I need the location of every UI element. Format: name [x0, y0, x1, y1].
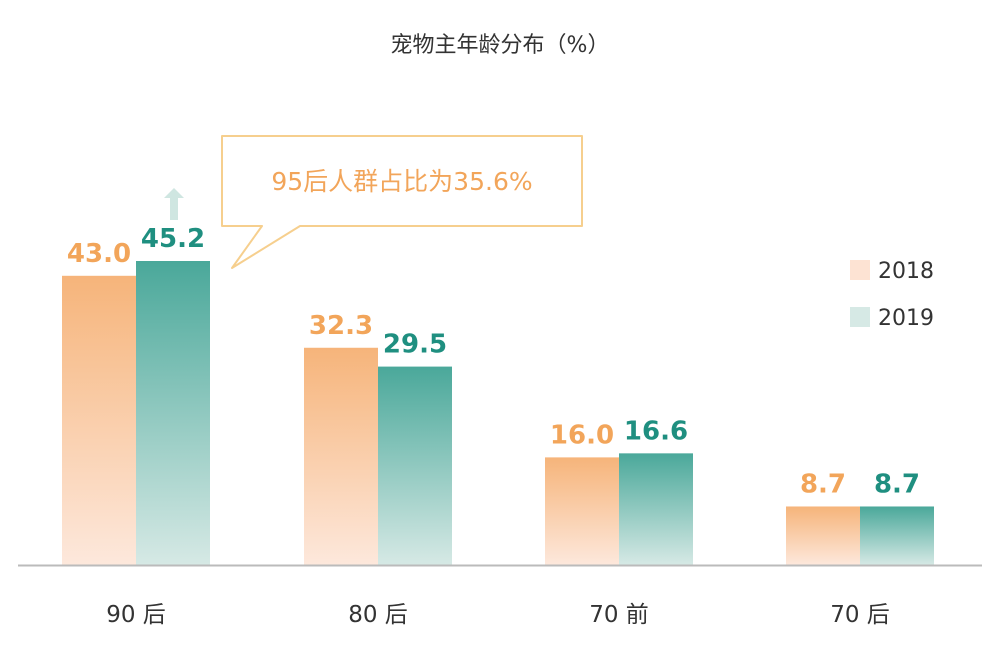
value-label-2019-2: 16.6 [624, 416, 688, 446]
legend-item-2018: 2018 [850, 259, 934, 284]
legend-label-2018: 2018 [878, 259, 934, 284]
value-label-2019-3: 8.7 [874, 469, 920, 499]
callout: 95后人群占比为35.6% [221, 135, 583, 269]
value-label-2019-0: 45.2 [141, 224, 205, 254]
category-label-3: 70 后 [830, 602, 890, 628]
legend-item-2019: 2019 [850, 306, 934, 331]
value-label-2018-3: 8.7 [800, 469, 846, 499]
bar-2018-2 [545, 457, 619, 565]
callout-bubble [221, 135, 583, 269]
category-labels-group: 90 后 80 后 70 前 70 后 [106, 602, 890, 628]
bar-2019-1 [378, 366, 452, 565]
up-arrow-icon [164, 188, 184, 220]
legend-label-2019: 2019 [878, 306, 934, 331]
legend: 2018 2019 [850, 259, 934, 331]
category-label-1: 80 后 [348, 602, 408, 628]
value-label-2019-1: 29.5 [383, 330, 447, 360]
value-labels-group: 43.0 45.2 32.3 29.5 16.0 16.6 8.7 8.7 [67, 224, 920, 499]
chart-title: 宠物主年龄分布（%） [391, 33, 610, 58]
category-label-2: 70 前 [589, 602, 649, 628]
legend-swatch-2019 [850, 307, 870, 327]
callout-text: 95后人群占比为35.6% [271, 167, 532, 196]
value-label-2018-0: 43.0 [67, 239, 131, 269]
value-label-2018-2: 16.0 [550, 420, 614, 450]
bars-group [62, 261, 934, 565]
bar-2018-0 [62, 275, 136, 565]
bar-2019-0 [136, 261, 210, 565]
category-label-0: 90 后 [106, 602, 166, 628]
bar-2018-3 [786, 506, 860, 565]
value-label-2018-1: 32.3 [309, 311, 373, 341]
bar-2019-2 [619, 453, 693, 565]
bar-2018-1 [304, 347, 378, 565]
legend-swatch-2018 [850, 260, 870, 280]
bar-2019-3 [860, 506, 934, 565]
